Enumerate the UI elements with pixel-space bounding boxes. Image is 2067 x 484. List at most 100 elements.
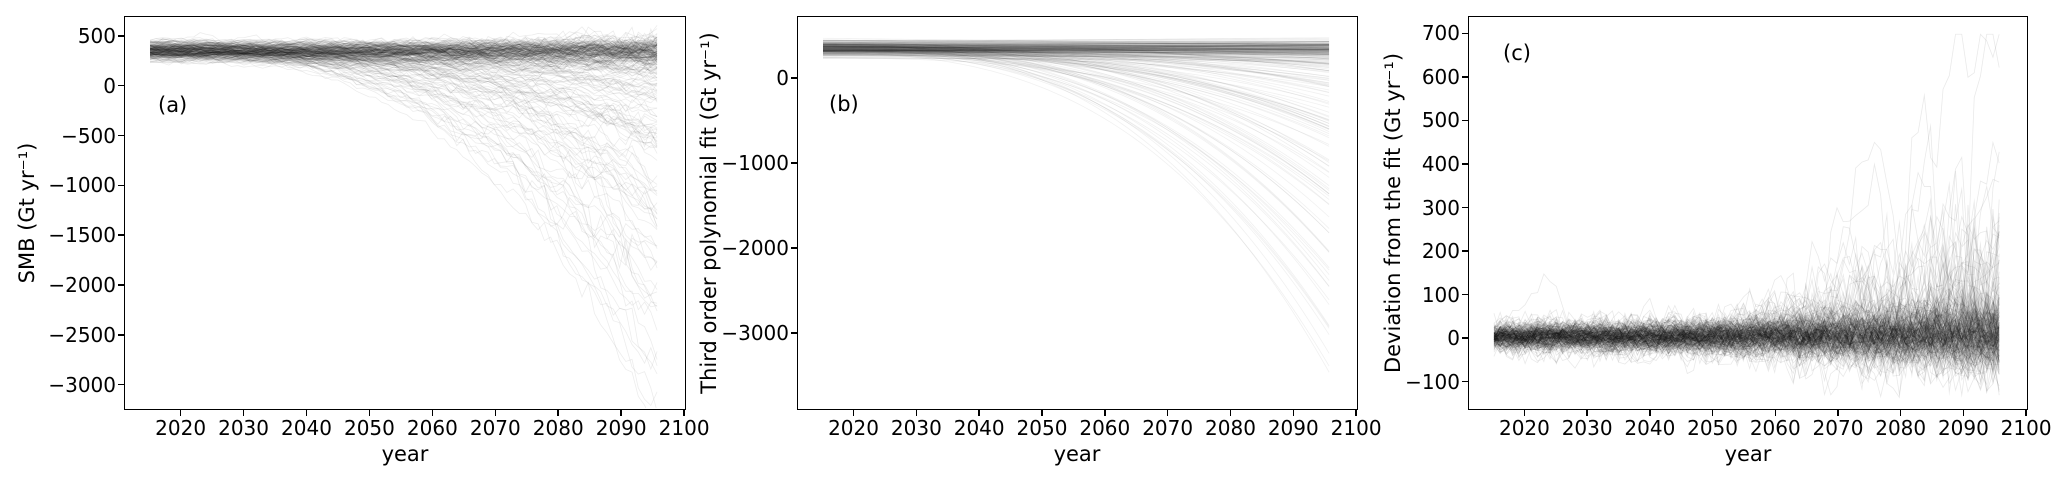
x-tick-label: 2100 bbox=[1330, 416, 1382, 440]
x-tick-mark bbox=[1523, 410, 1526, 416]
x-tick-label: 2080 bbox=[532, 416, 584, 440]
x-tick-label: 2020 bbox=[155, 416, 207, 440]
plot-area-polynomial-fit bbox=[797, 16, 1358, 410]
y-tick-label: 600 bbox=[1421, 64, 1460, 89]
x-tick-label: 2100 bbox=[2000, 416, 2052, 440]
x-tick-label: 2050 bbox=[343, 416, 395, 440]
x-tick-label: 2070 bbox=[1142, 416, 1194, 440]
y-tick-label: −3000 bbox=[721, 321, 789, 346]
y-tick-mark bbox=[118, 84, 124, 87]
y-tick-label: 100 bbox=[1421, 282, 1460, 307]
x-tick-label: 2090 bbox=[595, 416, 647, 440]
x-tick-mark bbox=[2025, 410, 2027, 416]
y-tick-mark bbox=[118, 334, 124, 336]
x-tick-label: 2070 bbox=[1812, 416, 1864, 440]
x-tick-mark bbox=[1586, 410, 1588, 416]
plot-area-deviation bbox=[1468, 16, 2028, 410]
x-tick-mark bbox=[179, 410, 182, 416]
y-tick-mark bbox=[118, 234, 124, 236]
x-tick-mark bbox=[852, 410, 855, 416]
x-tick-label: 2080 bbox=[1875, 416, 1927, 440]
y-tick-mark bbox=[118, 134, 124, 137]
y-tick-label: 0 bbox=[1447, 326, 1460, 351]
y-tick-mark bbox=[1462, 76, 1468, 78]
x-tick-mark bbox=[620, 410, 622, 416]
panel-letter-b: (b) bbox=[829, 92, 859, 116]
x-tick-label: 2080 bbox=[1205, 416, 1256, 440]
y-tick-mark bbox=[1462, 163, 1468, 165]
y-tick-label: −2500 bbox=[48, 322, 116, 347]
x-tick-label: 2050 bbox=[1016, 416, 1068, 440]
x-tick-label: 2070 bbox=[469, 416, 521, 440]
y-tick-label: −2000 bbox=[48, 272, 116, 297]
x-tick-label: 2060 bbox=[406, 416, 458, 440]
x-tick-mark bbox=[305, 410, 308, 416]
y-tick-label: −1500 bbox=[48, 223, 116, 248]
x-tick-mark bbox=[1104, 410, 1106, 416]
x-tick-mark bbox=[1899, 410, 1902, 416]
y-tick-mark bbox=[1462, 250, 1468, 252]
x-tick-mark bbox=[1774, 410, 1777, 416]
x-tick-label: 2050 bbox=[1687, 416, 1739, 440]
plot-area-smb bbox=[124, 16, 686, 410]
x-tick-label: 2040 bbox=[953, 416, 1005, 440]
x-tick-mark bbox=[1355, 410, 1357, 416]
y-tick-mark bbox=[1462, 337, 1468, 339]
y-tick-label: 0 bbox=[103, 73, 116, 98]
x-tick-mark bbox=[1837, 410, 1839, 416]
x-tick-label: 2100 bbox=[658, 416, 710, 440]
x-tick-mark bbox=[557, 410, 559, 416]
y-tick-mark bbox=[1462, 206, 1468, 209]
y-tick-label: −100 bbox=[1405, 369, 1460, 394]
y-tick-label: 500 bbox=[1421, 108, 1460, 133]
y-tick-mark bbox=[1462, 32, 1468, 35]
y-axis-label-smb: SMB (Gt yr⁻¹) bbox=[15, 142, 39, 284]
x-tick-label: 2060 bbox=[1749, 416, 1801, 440]
x-tick-mark bbox=[1962, 410, 1965, 416]
y-tick-label: 700 bbox=[1421, 21, 1460, 46]
x-tick-mark bbox=[978, 410, 980, 416]
x-axis-label-c: year bbox=[1724, 442, 1772, 466]
y-tick-mark bbox=[1462, 380, 1468, 383]
x-tick-label: 2090 bbox=[1267, 416, 1319, 440]
x-tick-label: 2030 bbox=[218, 416, 270, 440]
x-axis-label-b: year bbox=[1053, 442, 1101, 466]
smb-ensemble-lines-canvas bbox=[125, 17, 684, 408]
y-tick-label: 200 bbox=[1421, 239, 1460, 264]
x-tick-label: 2020 bbox=[828, 416, 879, 440]
x-tick-mark bbox=[1649, 410, 1651, 416]
y-tick-mark bbox=[118, 284, 124, 286]
x-tick-mark bbox=[683, 410, 685, 416]
x-tick-mark bbox=[1229, 410, 1232, 416]
y-tick-label: −3000 bbox=[48, 372, 116, 397]
x-tick-label: 2090 bbox=[1937, 416, 1989, 440]
x-tick-label: 2040 bbox=[281, 416, 332, 440]
y-tick-label: −1000 bbox=[721, 151, 789, 176]
panel-letter-c: (c) bbox=[1503, 41, 1531, 65]
y-tick-mark bbox=[118, 383, 124, 386]
x-tick-mark bbox=[1711, 410, 1714, 416]
x-tick-mark bbox=[915, 410, 918, 416]
x-axis-label-a: year bbox=[381, 442, 429, 466]
x-tick-mark bbox=[1166, 410, 1169, 416]
y-tick-mark bbox=[791, 332, 797, 334]
y-tick-label: −500 bbox=[61, 123, 116, 148]
x-tick-label: 2040 bbox=[1624, 416, 1676, 440]
x-tick-mark bbox=[494, 410, 497, 416]
y-tick-mark bbox=[118, 35, 124, 37]
y-tick-mark bbox=[1462, 293, 1468, 296]
x-tick-label: 2030 bbox=[890, 416, 942, 440]
y-tick-label: 0 bbox=[776, 66, 789, 91]
x-tick-label: 2030 bbox=[1561, 416, 1613, 440]
y-tick-label: −1000 bbox=[48, 173, 116, 198]
panel-letter-a: (a) bbox=[158, 93, 188, 117]
y-tick-mark bbox=[791, 162, 797, 164]
y-tick-mark bbox=[1462, 119, 1468, 122]
x-tick-label: 2020 bbox=[1498, 416, 1550, 440]
x-tick-mark bbox=[368, 410, 371, 416]
y-tick-label: 300 bbox=[1421, 195, 1460, 220]
y-tick-mark bbox=[118, 184, 124, 187]
deviation-ensemble-lines-canvas bbox=[1469, 17, 2026, 408]
x-tick-mark bbox=[1041, 410, 1043, 416]
